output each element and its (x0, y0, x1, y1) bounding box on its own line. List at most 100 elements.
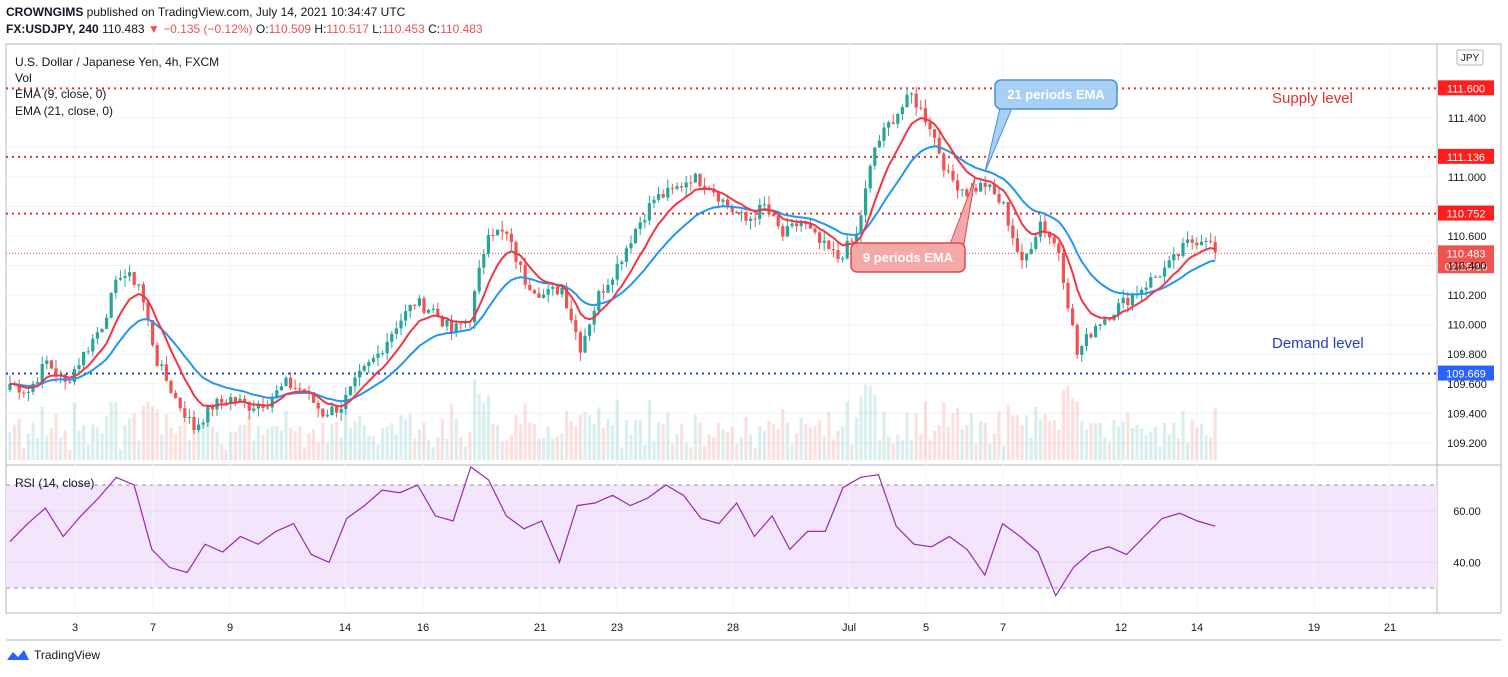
volume-bar (229, 431, 233, 460)
candle-body (845, 240, 849, 259)
volume-bar (877, 440, 881, 460)
volume-bar (1075, 401, 1079, 460)
candle-body (643, 220, 647, 223)
candle-body (371, 357, 375, 363)
ema21-callout-text: 21 periods EMA (1007, 87, 1105, 102)
price-axis-tick: 110.200 (1448, 290, 1487, 302)
candle-body (1029, 248, 1033, 254)
candle-body (873, 147, 877, 166)
price-label: 110.483 (1447, 248, 1486, 260)
candle-body (1117, 303, 1121, 315)
candle-body (1020, 251, 1024, 261)
candle-body (1209, 240, 1213, 242)
volume-bar (404, 419, 408, 460)
price-axis-tick: 110.400 (1448, 261, 1487, 273)
candle-body (726, 199, 730, 208)
legend-vol[interactable]: Vol (15, 71, 32, 85)
volume-bar (224, 449, 228, 460)
volume-bar (1144, 435, 1148, 460)
volume-bar (896, 435, 900, 460)
candle-body (974, 187, 978, 192)
candle-body (597, 291, 601, 311)
volume-bar (330, 423, 334, 460)
candle-body (1061, 253, 1065, 283)
candle-body (882, 127, 886, 141)
volume-bar (141, 405, 145, 460)
volume-bar (201, 424, 205, 460)
candle-body (427, 309, 431, 313)
candle-body (399, 320, 403, 329)
ema21-callout-box (994, 79, 1118, 110)
volume-bar (302, 447, 306, 460)
volume-bar (882, 411, 886, 460)
volume-bar (1038, 419, 1042, 460)
volume-bar (473, 379, 477, 460)
time-axis-tick: 28 (727, 622, 739, 634)
volume-bar (592, 423, 596, 460)
candle-body (82, 351, 86, 366)
volume-bar (1089, 422, 1093, 460)
candle-body (670, 187, 674, 189)
tradingview-logo[interactable]: TradingView (6, 648, 100, 662)
volume-bar (26, 433, 30, 460)
candle-body (588, 324, 592, 336)
candle-body (1025, 253, 1029, 261)
volume-bar (698, 422, 702, 460)
volume-bar (390, 423, 394, 460)
candle-body (151, 320, 155, 345)
ema9-callout-text: 9 periods EMA (863, 250, 954, 265)
candle-body (68, 381, 72, 383)
candle-body (1199, 241, 1203, 246)
volume-bar (749, 434, 753, 460)
candle-body (229, 397, 233, 404)
candle-body (220, 398, 224, 403)
candle-body (431, 308, 435, 310)
low-label: L: (372, 22, 383, 36)
volume-bar (1172, 422, 1176, 460)
volume-bar (983, 422, 987, 460)
legend-ema9[interactable]: EMA (9, close, 0) (15, 87, 107, 101)
volume-bar (261, 435, 265, 460)
volume-bar (873, 394, 877, 460)
volume-bar (82, 425, 86, 460)
candle-body (937, 137, 941, 154)
candle-body (877, 140, 881, 148)
volume-bar (657, 422, 661, 460)
volume-bar (436, 437, 440, 460)
candle-body (1038, 221, 1042, 237)
candle-body (693, 173, 697, 183)
candle-body (284, 377, 288, 387)
candle-body (413, 304, 417, 306)
candle-body (808, 224, 812, 229)
volume-bar (174, 434, 178, 460)
candle-body (450, 319, 454, 333)
candle-body (864, 188, 868, 216)
candle-body (197, 424, 201, 431)
volume-bar (54, 413, 58, 460)
publisher-name[interactable]: CROWNGIMS (6, 5, 84, 19)
currency-badge[interactable]: JPY (1461, 53, 1480, 64)
volume-bar (1186, 442, 1190, 460)
legend-ema21[interactable]: EMA (21, close, 0) (15, 104, 114, 118)
legend-rsi[interactable]: RSI (14, close) (15, 476, 95, 490)
time-axis-tick: 7 (150, 622, 156, 634)
candle-body (914, 93, 918, 108)
candle-body (105, 317, 109, 329)
candle-body (22, 392, 26, 394)
volume-bar (72, 402, 76, 460)
volume-bar (992, 433, 996, 460)
volume-bar (601, 427, 605, 460)
candle-body (109, 292, 113, 318)
volume-bar (49, 428, 53, 460)
volume-bar (555, 436, 559, 460)
candle-body (40, 363, 44, 382)
candle-body (1034, 236, 1038, 249)
candle-body (555, 286, 559, 295)
candle-body (362, 366, 366, 371)
candle-body (1084, 334, 1088, 347)
price-label-box (1438, 365, 1494, 381)
candle-body (601, 291, 605, 293)
volume-bar (979, 421, 983, 460)
volume-bar (1126, 412, 1130, 460)
